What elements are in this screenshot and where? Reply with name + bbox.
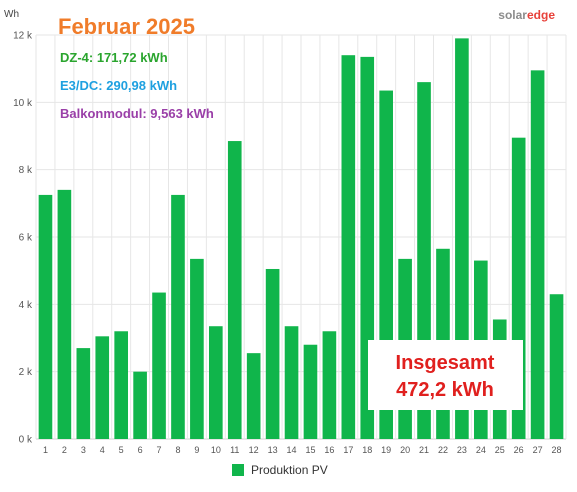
bar-day-5[interactable] <box>114 331 128 439</box>
x-tick-label: 22 <box>438 445 448 455</box>
bar-day-2[interactable] <box>57 189 72 439</box>
y-tick-label: 8 k <box>19 165 33 176</box>
x-tick-label: 14 <box>287 445 297 455</box>
y-tick-label: 0 k <box>19 435 33 446</box>
x-tick-label: 26 <box>514 445 524 455</box>
bar-day-28[interactable] <box>549 294 564 439</box>
y-tick-label: 12 k <box>13 31 33 42</box>
logo-part-solar: solar <box>498 8 527 22</box>
x-tick-label: 25 <box>495 445 505 455</box>
x-tick-label: 24 <box>476 445 486 455</box>
legend-label: Produktion PV <box>251 463 328 477</box>
total-value: 472,2 kWh <box>396 379 494 401</box>
x-tick-label: 13 <box>268 445 278 455</box>
y-axis-unit: Wh <box>4 9 19 20</box>
bar-day-4[interactable] <box>95 336 110 439</box>
bar-day-1[interactable] <box>38 194 53 439</box>
y-tick-label: 4 k <box>19 300 33 311</box>
y-tick-label: 2 k <box>19 367 33 378</box>
legend-swatch <box>232 464 244 476</box>
x-tick-label: 17 <box>343 445 353 455</box>
bar-day-7[interactable] <box>152 292 166 439</box>
x-tick-label: 7 <box>157 445 162 455</box>
y-tick-label: 10 k <box>13 98 33 109</box>
x-tick-label: 11 <box>230 445 239 455</box>
logo-part-edge: edge <box>527 8 555 22</box>
bar-day-23[interactable] <box>455 38 469 439</box>
annotation-dz4: DZ-4: 171,72 kWh <box>60 50 168 65</box>
annotation-balkonmodul: Balkonmodul: 9,563 kWh <box>60 106 214 121</box>
bar-day-10[interactable] <box>209 326 223 439</box>
bar-day-27[interactable] <box>530 70 545 439</box>
bar-day-3[interactable] <box>76 348 91 439</box>
bar-day-16[interactable] <box>322 331 337 439</box>
bar-day-13[interactable] <box>265 268 280 439</box>
bar-day-6[interactable] <box>133 371 147 439</box>
bar-day-17[interactable] <box>341 55 356 439</box>
x-tick-label: 10 <box>211 445 221 455</box>
x-tick-label: 18 <box>362 445 372 455</box>
bar-day-11[interactable] <box>227 141 242 440</box>
x-tick-label: 8 <box>175 445 180 455</box>
bar-day-9[interactable] <box>190 258 204 439</box>
x-tick-label: 5 <box>119 445 124 455</box>
x-tick-label: 23 <box>457 445 467 455</box>
bar-day-8[interactable] <box>171 194 185 439</box>
x-tick-label: 27 <box>533 445 543 455</box>
x-tick-label: 20 <box>400 445 410 455</box>
total-box: Insgesamt 472,2 kWh <box>368 340 523 410</box>
bar-day-15[interactable] <box>303 344 318 439</box>
bar-day-12[interactable] <box>246 353 261 439</box>
bar-day-14[interactable] <box>284 326 299 439</box>
x-tick-label: 6 <box>138 445 143 455</box>
y-axis-ticks: 0 k 2 k 4 k 6 k 8 k 10 k 12 k <box>13 31 33 446</box>
x-tick-label: 4 <box>100 445 105 455</box>
chart-title: Februar 2025 <box>58 14 195 39</box>
x-tick-label: 9 <box>194 445 199 455</box>
legend[interactable]: Produktion PV <box>232 463 328 477</box>
x-tick-label: 12 <box>249 445 259 455</box>
x-tick-label: 1 <box>43 445 48 455</box>
x-tick-label: 28 <box>552 445 562 455</box>
y-tick-label: 6 k <box>19 233 33 244</box>
solaredge-logo: solaredge <box>498 8 555 22</box>
x-tick-label: 15 <box>305 445 315 455</box>
svg-text:solaredge: solaredge <box>498 8 555 22</box>
x-tick-label: 2 <box>62 445 67 455</box>
annotation-e3dc: E3/DC: 290,98 kWh <box>60 78 177 93</box>
x-tick-label: 19 <box>381 445 391 455</box>
x-tick-label: 16 <box>324 445 334 455</box>
total-label: Insgesamt <box>396 352 495 374</box>
x-tick-label: 3 <box>81 445 86 455</box>
x-tick-label: 21 <box>419 445 429 455</box>
x-axis-ticks: 1 2 3 4 5 6 7 8 9 10 11 12 13 14 15 16 17 18 19 20 21 22 23 24 2… <box>43 445 562 455</box>
